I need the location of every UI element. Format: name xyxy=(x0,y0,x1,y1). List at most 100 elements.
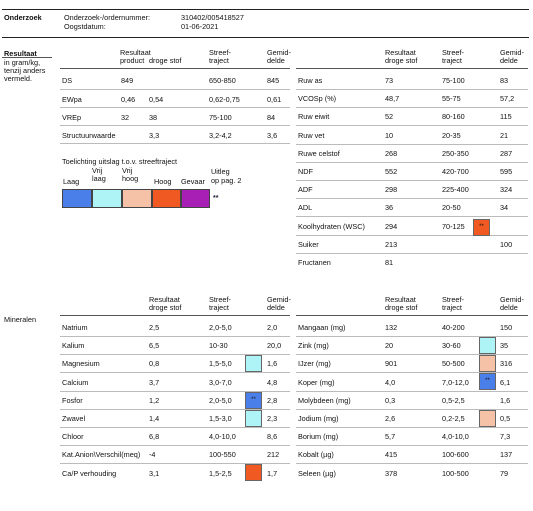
row-value: 132 xyxy=(385,323,398,332)
row-name: EWpa xyxy=(62,95,82,104)
row-value: 378 xyxy=(385,468,398,478)
row-value: 20 xyxy=(385,341,394,351)
legend-swatch-hoog xyxy=(152,189,181,208)
row-range: 75-100 xyxy=(442,76,465,85)
row-product: 0,46 xyxy=(121,95,136,104)
row-divider xyxy=(60,336,290,337)
order-number-label: Onderzoek-/ordernummer: xyxy=(64,13,150,22)
row-range: 1,5-5,0 xyxy=(209,359,232,369)
row-divider xyxy=(296,372,528,374)
row-divider xyxy=(296,252,528,254)
harvest-date-label: Oogstdatum: xyxy=(64,22,106,31)
row-divider xyxy=(60,408,290,410)
row-divider xyxy=(60,445,290,447)
row-range: 3,2-4,2 xyxy=(209,131,232,140)
row-value: 3,1 xyxy=(149,468,160,478)
cap-ratio-high-marker xyxy=(245,464,262,481)
min-col-header-range-r: traject xyxy=(442,303,462,312)
legend-swatch-gevaar xyxy=(181,189,210,208)
row-avg: 845 xyxy=(267,76,280,85)
row-value: 213 xyxy=(385,239,398,249)
row-range: 100-500 xyxy=(442,468,469,478)
col-header-avg-a-r: Gemid- xyxy=(500,48,524,57)
row-value: 415 xyxy=(385,450,398,460)
row-range: 70-125 xyxy=(442,221,465,231)
col-header-target-r: Streef- xyxy=(442,48,464,57)
legend-label-vrij-hoog: Vrij hoog xyxy=(122,166,139,184)
magnesium-low-marker xyxy=(245,355,262,372)
row-value: 5,7 xyxy=(385,432,396,442)
row-name: Fructanen xyxy=(298,258,331,267)
wsc-marker-stars: ** xyxy=(479,224,484,230)
legend-swatch-laag xyxy=(62,189,92,208)
row-value: 2,6 xyxy=(385,414,396,423)
legend-label-gevaar: Gevaar xyxy=(181,177,205,186)
row-divider xyxy=(60,372,290,374)
fosfor-marker-stars: ** xyxy=(251,397,256,403)
row-avg: 137 xyxy=(500,450,513,460)
row-divider xyxy=(296,89,528,90)
row-name: Koolhydraten (WSC) xyxy=(298,221,365,231)
row-name: Magnesium xyxy=(62,359,100,369)
header-bottom-rule xyxy=(2,37,529,38)
row-name: Kalium xyxy=(62,341,85,351)
row-range: 650-850 xyxy=(209,76,236,85)
row-divider xyxy=(296,143,528,145)
row-avg: 35 xyxy=(500,341,509,351)
row-name: Zink (mg) xyxy=(298,341,329,351)
row-value: 52 xyxy=(385,112,394,122)
zink-low-marker xyxy=(479,337,496,354)
row-name: VCOSp (%) xyxy=(298,94,337,104)
min-col-header-dry: droge stof xyxy=(149,303,182,312)
row-range: 30-60 xyxy=(442,341,461,351)
row-range: 225-400 xyxy=(442,185,469,195)
min-col-header-target: Streef- xyxy=(209,295,231,304)
row-value: 81 xyxy=(385,258,394,267)
ijzer-high-marker xyxy=(479,355,496,372)
row-value: 0,3 xyxy=(385,395,396,405)
row-divider xyxy=(60,125,290,126)
row-avg: 3,6 xyxy=(267,131,278,140)
jodium-high-marker xyxy=(479,410,496,427)
row-divider xyxy=(60,427,290,428)
row-avg: 4,8 xyxy=(267,377,278,387)
wsc-high-marker: ** xyxy=(473,219,490,236)
row-range: 1,5-2,5 xyxy=(209,468,232,478)
row-divider xyxy=(296,427,528,428)
row-divider xyxy=(60,354,290,356)
row-avg: 34 xyxy=(500,203,509,213)
min-col-header-dry-r: droge stof xyxy=(385,303,418,312)
row-value: 298 xyxy=(385,185,398,195)
row-name: Seleen (µg) xyxy=(298,468,336,478)
row-range: 3,0-7,0 xyxy=(209,377,232,387)
row-divider xyxy=(296,216,528,218)
legend-title: Toelichting uitslag t.o.v. streeftraject xyxy=(62,157,178,166)
row-range: 10-30 xyxy=(209,341,228,351)
legend-note-b: op pag. 2 xyxy=(211,176,242,185)
row-range: 2,0-5,0 xyxy=(209,395,232,405)
row-dry: 0,54 xyxy=(149,95,164,104)
row-value: 73 xyxy=(385,76,394,85)
row-divider xyxy=(60,463,290,465)
row-product: 32 xyxy=(121,113,130,122)
row-name: ADL xyxy=(298,203,313,213)
row-name: Chloor xyxy=(62,432,84,442)
min-col-header-result-r: Resultaat xyxy=(385,295,416,304)
row-dry: 38 xyxy=(149,113,158,122)
section-title-onderzoek: Onderzoek xyxy=(4,13,42,22)
row-range: 420-700 xyxy=(442,167,469,176)
row-range: 7,0-12,0 xyxy=(442,377,469,387)
row-value: 2,5 xyxy=(149,323,160,332)
row-value: 6,8 xyxy=(149,432,160,442)
col-header-dry-r: droge stof xyxy=(385,56,418,65)
row-divider xyxy=(60,107,290,108)
row-name: Kobalt (µg) xyxy=(298,450,334,460)
row-avg: 1,6 xyxy=(267,359,278,369)
col-header-product: product xyxy=(120,56,145,65)
row-value: 268 xyxy=(385,148,398,158)
row-name: Molybdeen (mg) xyxy=(298,395,351,405)
row-value: 901 xyxy=(385,359,398,369)
row-range: 100-600 xyxy=(442,450,469,460)
order-number-value: 310402/005418527 xyxy=(181,13,244,22)
row-avg: 2,3 xyxy=(267,414,278,423)
